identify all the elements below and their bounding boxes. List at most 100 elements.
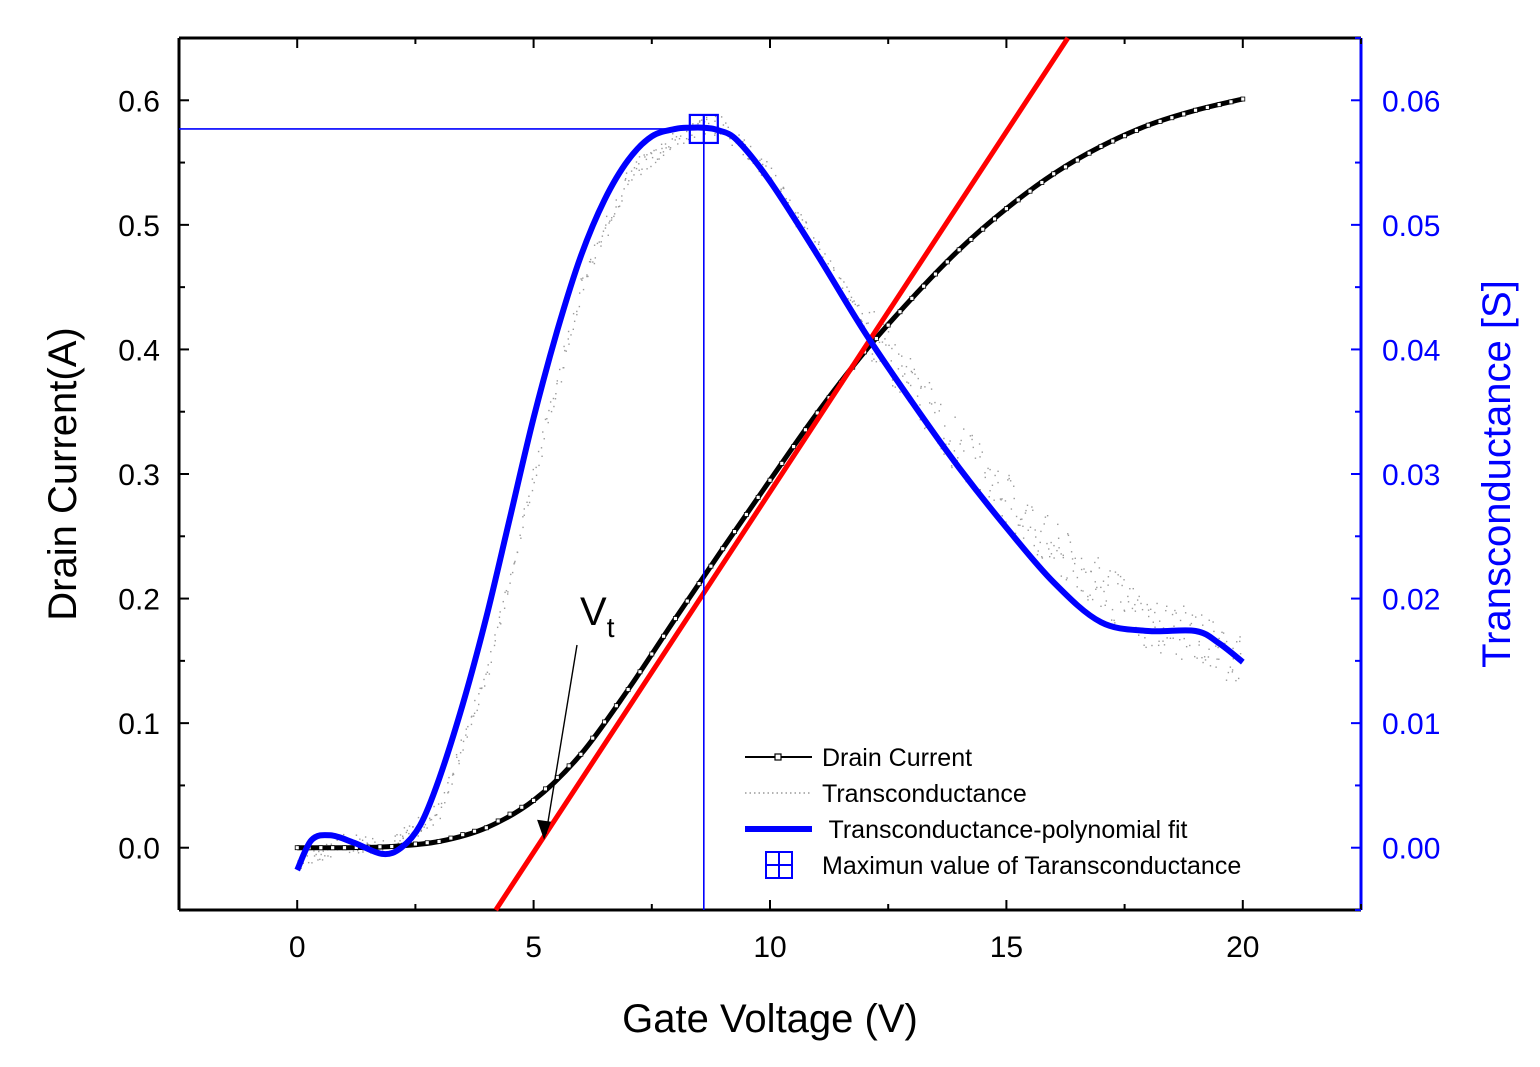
drain-current-point	[921, 283, 927, 289]
y-right-tick-label: 0.00	[1382, 833, 1440, 866]
transconductance-point	[944, 425, 946, 427]
transconductance-point	[848, 290, 850, 293]
transconductance-point	[448, 776, 450, 779]
transconductance-point	[1067, 533, 1069, 535]
transconductance-point	[1091, 598, 1094, 601]
transconductance-point	[417, 835, 419, 837]
transconductance-point	[662, 154, 665, 157]
transconductance-point	[894, 344, 896, 346]
transconductance-point	[615, 199, 617, 201]
transconductance-point	[1127, 601, 1130, 603]
transconductance-point	[1121, 584, 1123, 587]
transconductance-point	[650, 165, 652, 168]
transconductance-point	[909, 384, 912, 387]
transconductance-point	[1162, 627, 1165, 629]
transconductance-point	[477, 703, 480, 706]
transconductance-point	[1076, 586, 1078, 588]
transconductance-point	[504, 591, 506, 594]
transconductance-point	[315, 853, 317, 856]
transconductance-point	[760, 174, 763, 176]
y-right-tick-label: 0.04	[1382, 334, 1440, 367]
transconductance-point	[355, 834, 358, 836]
transconductance-point	[313, 855, 316, 857]
transconductance-point	[873, 358, 875, 360]
transconductance-point	[562, 367, 564, 369]
transconductance-point	[907, 382, 910, 384]
transconductance-point	[999, 498, 1002, 500]
transconductance-point	[596, 242, 599, 245]
transconductance-point	[1107, 576, 1110, 578]
transconductance-point	[488, 673, 491, 675]
transconductance-point	[833, 267, 835, 269]
transconductance-point	[669, 148, 671, 151]
transconductance-point	[322, 850, 324, 852]
transconductance-point	[576, 313, 578, 316]
transconductance-point	[1041, 557, 1044, 559]
transconductance-point	[401, 835, 404, 837]
transconductance-point	[938, 410, 940, 412]
transconductance-point	[342, 833, 345, 836]
y-left-tick-label: 0.5	[118, 210, 160, 243]
transconductance-point	[770, 167, 773, 170]
transconductance-point	[1198, 640, 1200, 643]
transconductance-point	[412, 826, 414, 828]
transconductance-point	[924, 386, 926, 388]
transconductance-point	[760, 158, 763, 160]
transconductance-point	[465, 734, 467, 736]
transconductance-point	[683, 142, 685, 144]
transconductance-point	[1041, 556, 1043, 558]
transconductance-point	[800, 214, 802, 216]
transconductance-point	[758, 170, 760, 173]
transconductance-point	[801, 219, 804, 221]
legend-label-transconductance: Transconductance	[822, 780, 1027, 808]
transconductance-point	[954, 416, 956, 418]
transconductance-point	[1166, 605, 1168, 607]
transconductance-point	[447, 792, 449, 794]
x-tick-label: 15	[990, 931, 1023, 964]
transconductance-point	[1111, 608, 1114, 611]
transconductance-point	[465, 728, 468, 730]
transconductance-point	[971, 438, 973, 441]
transconductance-point	[364, 836, 367, 838]
transconductance-point	[542, 431, 544, 433]
transconductance-point	[313, 850, 315, 852]
transconductance-point	[699, 120, 701, 122]
transconductance-point	[1024, 512, 1027, 514]
transconductance-point	[765, 165, 767, 167]
transconductance-point	[1015, 515, 1018, 518]
transconductance-point	[456, 756, 458, 758]
transconductance-point	[1117, 583, 1119, 585]
transconductance-point	[945, 443, 947, 445]
transconductance-point	[972, 446, 974, 449]
transconductance-point	[402, 837, 404, 840]
transconductance-point	[1060, 575, 1063, 577]
transconductance-point	[901, 355, 903, 357]
transconductance-point	[748, 158, 750, 161]
transconductance-point	[899, 391, 901, 393]
transconductance-point	[1098, 567, 1101, 569]
transconductance-point	[635, 167, 638, 170]
transconductance-point	[503, 607, 506, 609]
transconductance-point	[1231, 669, 1234, 671]
drain-current-point	[696, 581, 702, 587]
transconductance-point	[523, 514, 525, 516]
transconductance-point	[1221, 631, 1223, 634]
transconductance-point	[1166, 637, 1168, 639]
transconductance-point	[516, 551, 519, 554]
transconductance-point	[352, 850, 355, 852]
transconductance-point	[948, 443, 950, 445]
transconductance-point	[567, 330, 570, 333]
transconductance-point	[567, 338, 569, 340]
polynomial-fit-line	[294, 124, 1245, 872]
transconductance-point	[1100, 586, 1102, 589]
transconductance-point	[361, 839, 364, 841]
transconductance-point	[738, 134, 740, 136]
transconductance-point	[553, 405, 555, 408]
transconductance-point	[646, 168, 648, 170]
transconductance-point	[697, 122, 699, 125]
transconductance-point	[1069, 541, 1072, 543]
transconductance-point	[1065, 579, 1068, 581]
transconductance-point	[950, 465, 953, 467]
transconductance-point	[1089, 594, 1091, 596]
transconductance-point	[766, 160, 768, 163]
